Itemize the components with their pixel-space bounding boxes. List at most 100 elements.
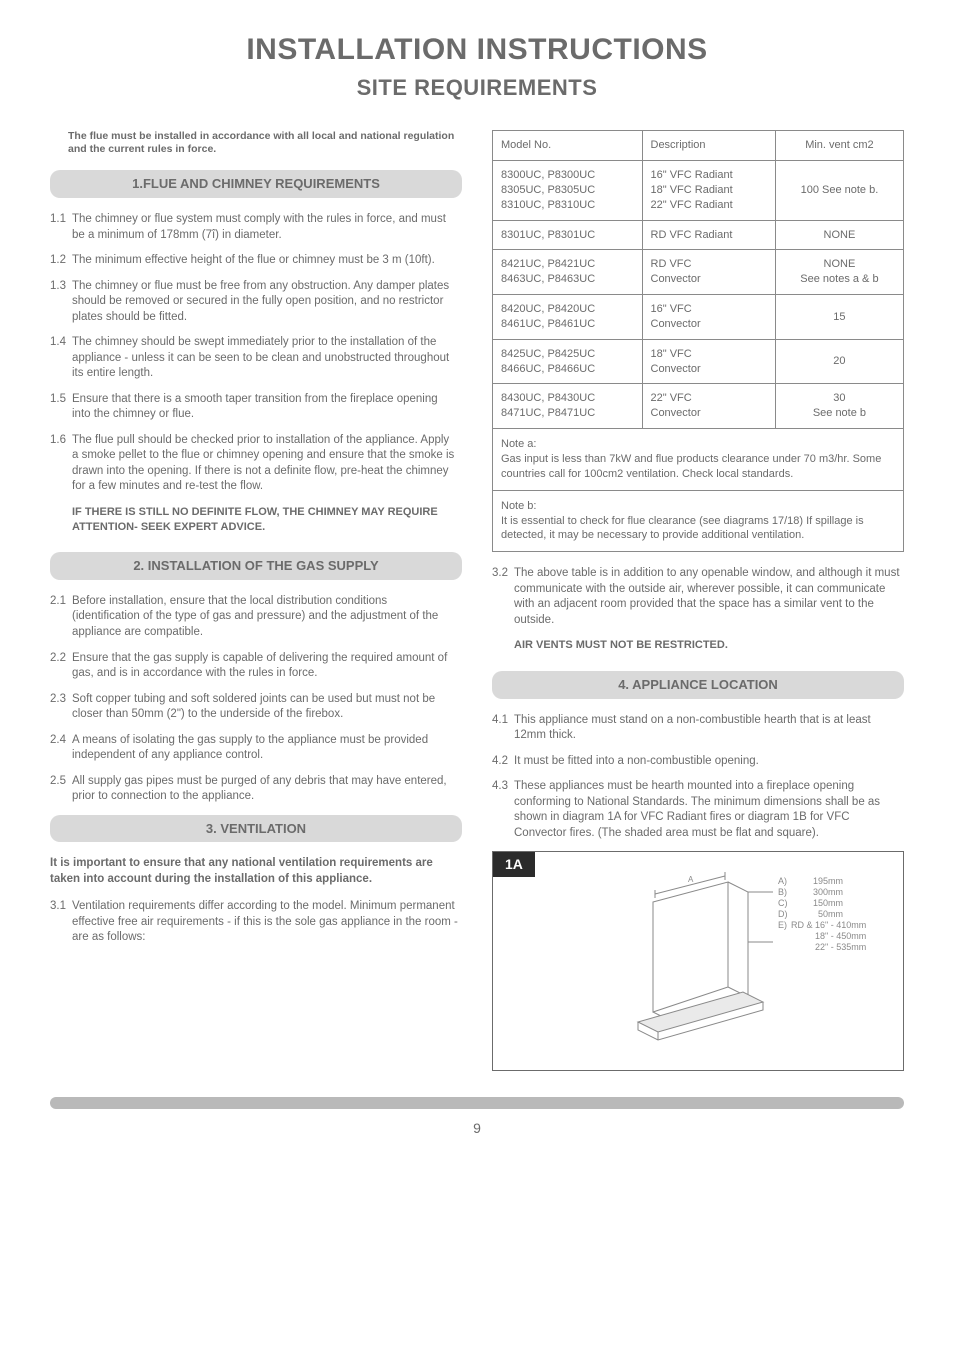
- note-a-title: Note a:: [501, 437, 895, 452]
- item-text: These appliances must be hearth mounted …: [514, 779, 900, 841]
- svg-text:RD & 16" - 410mm: RD & 16" - 410mm: [791, 920, 866, 930]
- svg-text:50mm: 50mm: [818, 909, 843, 919]
- note-b: Note b: It is essential to check for flu…: [492, 491, 904, 553]
- item-1-3: 1.3 The chimney or flue must be free fro…: [50, 279, 462, 326]
- cell: 8420UC, P8420UC8461UC, P8461UC: [493, 295, 643, 340]
- item-text: The flue pull should be checked prior to…: [72, 433, 458, 495]
- cell: 15: [775, 295, 903, 340]
- table-row: 8300UC, P8300UC8305UC, P8305UC8310UC, P8…: [493, 161, 904, 221]
- cell: 16" VFCConvector: [642, 295, 775, 340]
- item-4-3: 4.3 These appliances must be hearth moun…: [492, 779, 904, 841]
- item-num: 2.2: [50, 651, 72, 682]
- th-desc: Description: [642, 131, 775, 161]
- item-3-1: 3.1 Ventilation requirements differ acco…: [50, 899, 462, 946]
- svg-text:B): B): [778, 887, 787, 897]
- cell: 8301UC, P8301UC: [493, 220, 643, 250]
- item-num: 4.1: [492, 713, 514, 744]
- item-1-4: 1.4 The chimney should be swept immediat…: [50, 335, 462, 382]
- cell: 18" VFCConvector: [642, 339, 775, 384]
- section-3-head: 3. VENTILATION: [50, 815, 462, 843]
- item-num: 3.2: [492, 566, 514, 628]
- item-num: 2.3: [50, 692, 72, 723]
- item-text: This appliance must stand on a non-combu…: [514, 713, 900, 744]
- footer-bar: [50, 1097, 904, 1109]
- item-text: Ensure that the gas supply is capable of…: [72, 651, 458, 682]
- table-row: 8301UC, P8301UC RD VFC Radiant NONE: [493, 220, 904, 250]
- cell: 20: [775, 339, 903, 384]
- table-row: 8425UC, P8425UC8466UC, P8466UC 18" VFCCo…: [493, 339, 904, 384]
- item-text: It must be fitted into a non-combustible…: [514, 754, 900, 770]
- note-b-title: Note b:: [501, 499, 895, 514]
- cell: RD VFCConvector: [642, 250, 775, 295]
- cell: 16" VFC Radiant18" VFC Radiant22" VFC Ra…: [642, 161, 775, 221]
- page-subtitle: SITE REQUIREMENTS: [50, 73, 904, 103]
- svg-text:D): D): [778, 909, 788, 919]
- item-text: The chimney or flue system must comply w…: [72, 212, 458, 243]
- table-row: 8421UC, P8421UC8463UC, P8463UC RD VFCCon…: [493, 250, 904, 295]
- cell: 8430UC, P8430UC8471UC, P8471UC: [493, 384, 643, 429]
- item-1-6: 1.6 The flue pull should be checked prio…: [50, 433, 462, 495]
- content-columns: The flue must be installed in accordance…: [50, 130, 904, 1071]
- item-num: 1.3: [50, 279, 72, 326]
- cell: NONESee notes a & b: [775, 250, 903, 295]
- item-text: Ensure that there is a smooth taper tran…: [72, 392, 458, 423]
- svg-text:22" - 535mm: 22" - 535mm: [815, 942, 866, 952]
- figure-1a: 1A A: [492, 851, 904, 1071]
- figure-diagram: A A) 195mm B) 300mm C) 150mm D) 50mm E) …: [633, 872, 893, 1067]
- item-text: The above table is in addition to any op…: [514, 566, 900, 628]
- item-num: 2.1: [50, 594, 72, 641]
- table-row: 8430UC, P8430UC8471UC, P8471UC 22" VFCCo…: [493, 384, 904, 429]
- item-num: 1.6: [50, 433, 72, 495]
- item-text: The chimney should be swept immediately …: [72, 335, 458, 382]
- cell: 8425UC, P8425UC8466UC, P8466UC: [493, 339, 643, 384]
- item-num: 1.5: [50, 392, 72, 423]
- th-model: Model No.: [493, 131, 643, 161]
- table-row: 8420UC, P8420UC8461UC, P8461UC 16" VFCCo…: [493, 295, 904, 340]
- svg-text:300mm: 300mm: [813, 887, 843, 897]
- page-number: 9: [50, 1119, 904, 1138]
- right-column: Model No. Description Min. vent cm2 8300…: [492, 130, 904, 1071]
- cell: 100 See note b.: [775, 161, 903, 221]
- svg-text:18" - 450mm: 18" - 450mm: [815, 931, 866, 941]
- section-2-head: 2. INSTALLATION OF THE GAS SUPPLY: [50, 552, 462, 580]
- table-header-row: Model No. Description Min. vent cm2: [493, 131, 904, 161]
- ventilation-table: Model No. Description Min. vent cm2 8300…: [492, 130, 904, 429]
- cell: 22" VFCConvector: [642, 384, 775, 429]
- item-num: 3.1: [50, 899, 72, 946]
- item-4-1: 4.1 This appliance must stand on a non-c…: [492, 713, 904, 744]
- item-text: The chimney or flue must be free from an…: [72, 279, 458, 326]
- figure-tag: 1A: [493, 852, 535, 877]
- intro-note: The flue must be installed in accordance…: [50, 130, 462, 156]
- item-2-5: 2.5 All supply gas pipes must be purged …: [50, 774, 462, 805]
- item-2-1: 2.1 Before installation, ensure that the…: [50, 594, 462, 641]
- item-num: 1.4: [50, 335, 72, 382]
- svg-text:C): C): [778, 898, 788, 908]
- item-text: Ventilation requirements differ accordin…: [72, 899, 458, 946]
- item-text: The minimum effective height of the flue…: [72, 253, 458, 269]
- item-num: 1.1: [50, 212, 72, 243]
- item-text: A means of isolating the gas supply to t…: [72, 733, 458, 764]
- item-num: 2.4: [50, 733, 72, 764]
- item-2-2: 2.2 Ensure that the gas supply is capabl…: [50, 651, 462, 682]
- cell: 8421UC, P8421UC8463UC, P8463UC: [493, 250, 643, 295]
- chimney-warning: IF THERE IS STILL NO DEFINITE FLOW, THE …: [50, 505, 462, 535]
- section-4-head: 4. APPLIANCE LOCATION: [492, 671, 904, 699]
- item-num: 4.2: [492, 754, 514, 770]
- cell: 30See note b: [775, 384, 903, 429]
- item-4-2: 4.2 It must be fitted into a non-combust…: [492, 754, 904, 770]
- item-text: Before installation, ensure that the loc…: [72, 594, 458, 641]
- item-num: 1.2: [50, 253, 72, 269]
- item-text: Soft copper tubing and soft soldered joi…: [72, 692, 458, 723]
- item-text: All supply gas pipes must be purged of a…: [72, 774, 458, 805]
- note-a-body: Gas input is less than 7kW and flue prod…: [501, 452, 895, 482]
- item-num: 4.3: [492, 779, 514, 841]
- svg-text:195mm: 195mm: [813, 876, 843, 886]
- cell: NONE: [775, 220, 903, 250]
- air-vents-note: AIR VENTS MUST NOT BE RESTRICTED.: [492, 638, 904, 653]
- item-2-3: 2.3 Soft copper tubing and soft soldered…: [50, 692, 462, 723]
- th-vent: Min. vent cm2: [775, 131, 903, 161]
- svg-text:A: A: [688, 875, 694, 884]
- note-a: Note a: Gas input is less than 7kW and f…: [492, 429, 904, 491]
- cell: RD VFC Radiant: [642, 220, 775, 250]
- section-1-head: 1.FLUE AND CHIMNEY REQUIREMENTS: [50, 170, 462, 198]
